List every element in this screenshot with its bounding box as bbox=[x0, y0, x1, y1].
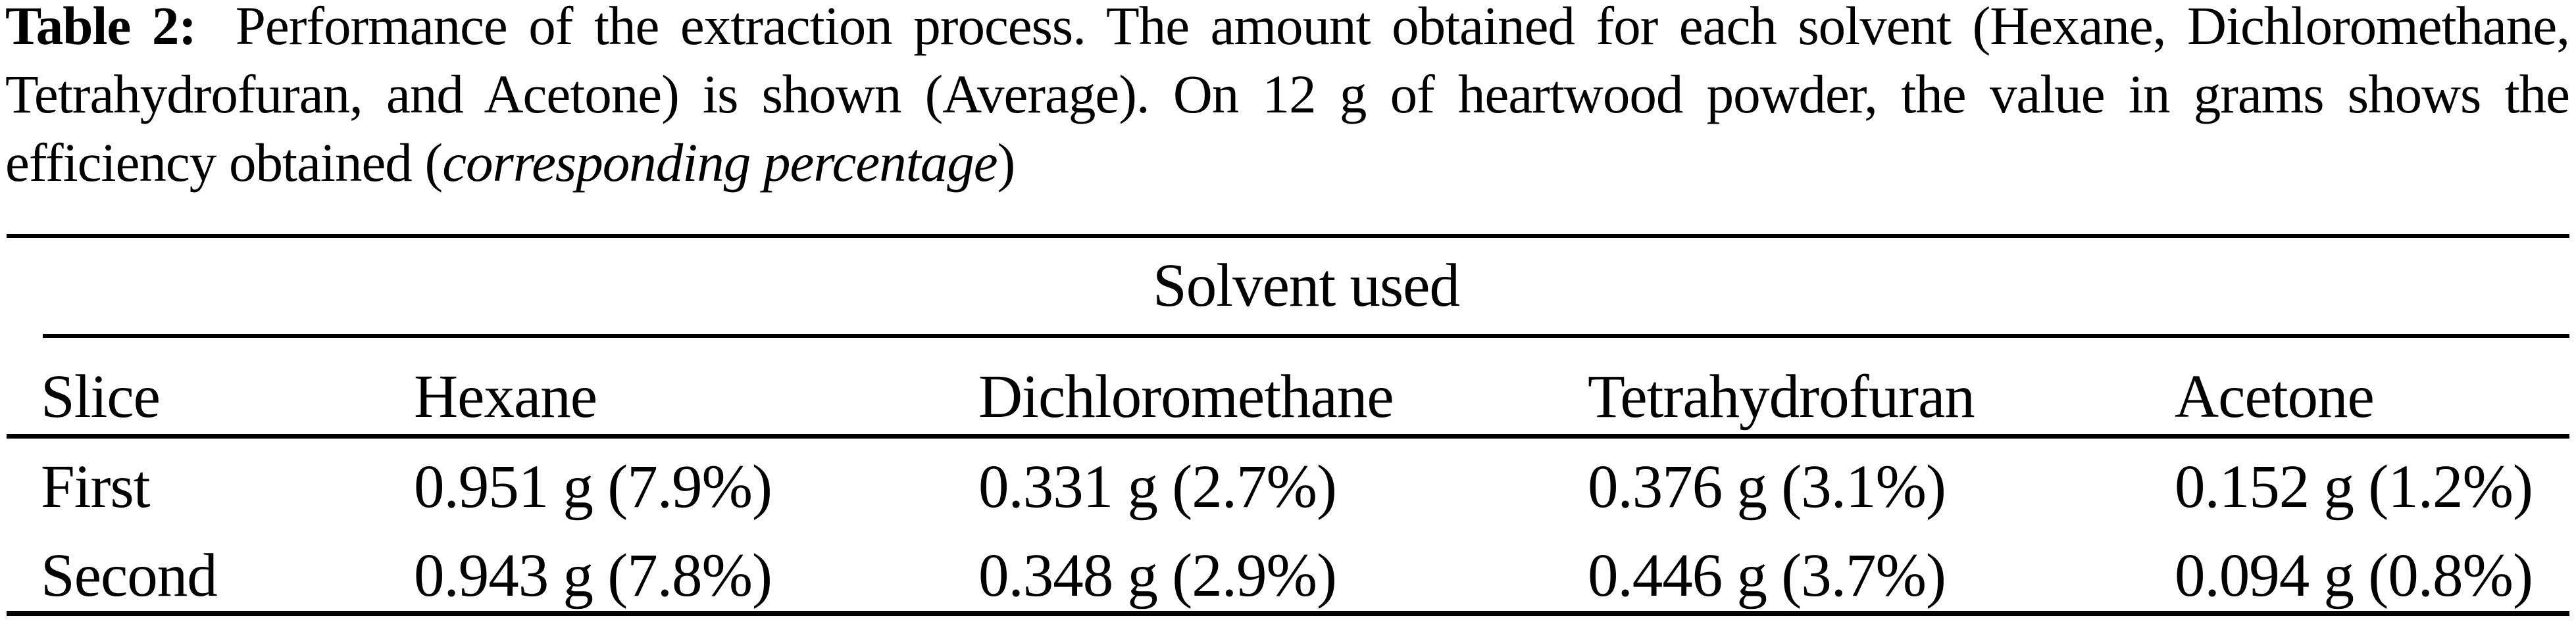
caption-line1-text: Performance of the extraction process. T… bbox=[235, 0, 2570, 56]
table-header-row: Slice Hexane Dichloromethane Tetrahydrof… bbox=[41, 366, 2569, 427]
caption-line3-post: ) bbox=[997, 132, 1016, 193]
caption-line-2: Tetrahydrofuran, and Acetone) is shown (… bbox=[5, 60, 2570, 128]
header-bottom-rule bbox=[7, 434, 2569, 439]
caption-table-label: Table 2: bbox=[5, 0, 197, 56]
cell-second-hexane: 0.943 g (7.8%) bbox=[414, 542, 772, 610]
cell-second-acetone: 0.094 g (0.8%) bbox=[2175, 542, 2533, 610]
caption-line2-text: Tetrahydrofuran, and Acetone) is shown (… bbox=[5, 64, 2570, 124]
table-top-rule bbox=[7, 234, 2569, 238]
table-caption: Table 2: Performance of the extraction pr… bbox=[5, 0, 2570, 197]
row-label-first: First bbox=[41, 453, 151, 521]
cell-first-tetrahydrofuran: 0.376 g (3.1%) bbox=[1588, 453, 1946, 521]
data-table: Solvent used Slice Hexane Dichloromethan… bbox=[7, 234, 2569, 624]
col-header-hexane: Hexane bbox=[414, 363, 597, 431]
caption-line3-pre: efficiency obtained ( bbox=[5, 132, 443, 193]
cell-first-dichloromethane: 0.331 g (2.7%) bbox=[978, 453, 1337, 521]
cell-first-acetone: 0.152 g (1.2%) bbox=[2175, 453, 2533, 521]
caption-line3-italic: corresponding percentage bbox=[442, 132, 998, 193]
cell-second-tetrahydrofuran: 0.446 g (3.7%) bbox=[1588, 542, 1946, 610]
caption-line-3: efficiency obtained (corresponding perce… bbox=[5, 128, 2569, 197]
row-label-second: Second bbox=[41, 542, 218, 610]
col-header-slice: Slice bbox=[41, 363, 161, 431]
col-header-tetrahydrofuran: Tetrahydrofuran bbox=[1588, 363, 1975, 431]
group-header-rule bbox=[43, 334, 2569, 338]
caption-line-1: Table 2: Performance of the extraction pr… bbox=[5, 0, 2570, 60]
group-header-solvent-used: Solvent used bbox=[1153, 252, 1460, 320]
table-row: First 0.951 g (7.9%) 0.331 g (2.7%) 0.37… bbox=[41, 456, 2569, 517]
cell-second-dichloromethane: 0.348 g (2.9%) bbox=[978, 542, 1337, 610]
col-header-acetone: Acetone bbox=[2175, 363, 2375, 431]
table-bottom-rule bbox=[7, 611, 2569, 616]
table-row: Second 0.943 g (7.8%) 0.348 g (2.9%) 0.4… bbox=[41, 545, 2569, 606]
col-header-dichloromethane: Dichloromethane bbox=[978, 363, 1394, 431]
cell-first-hexane: 0.951 g (7.9%) bbox=[414, 453, 772, 521]
